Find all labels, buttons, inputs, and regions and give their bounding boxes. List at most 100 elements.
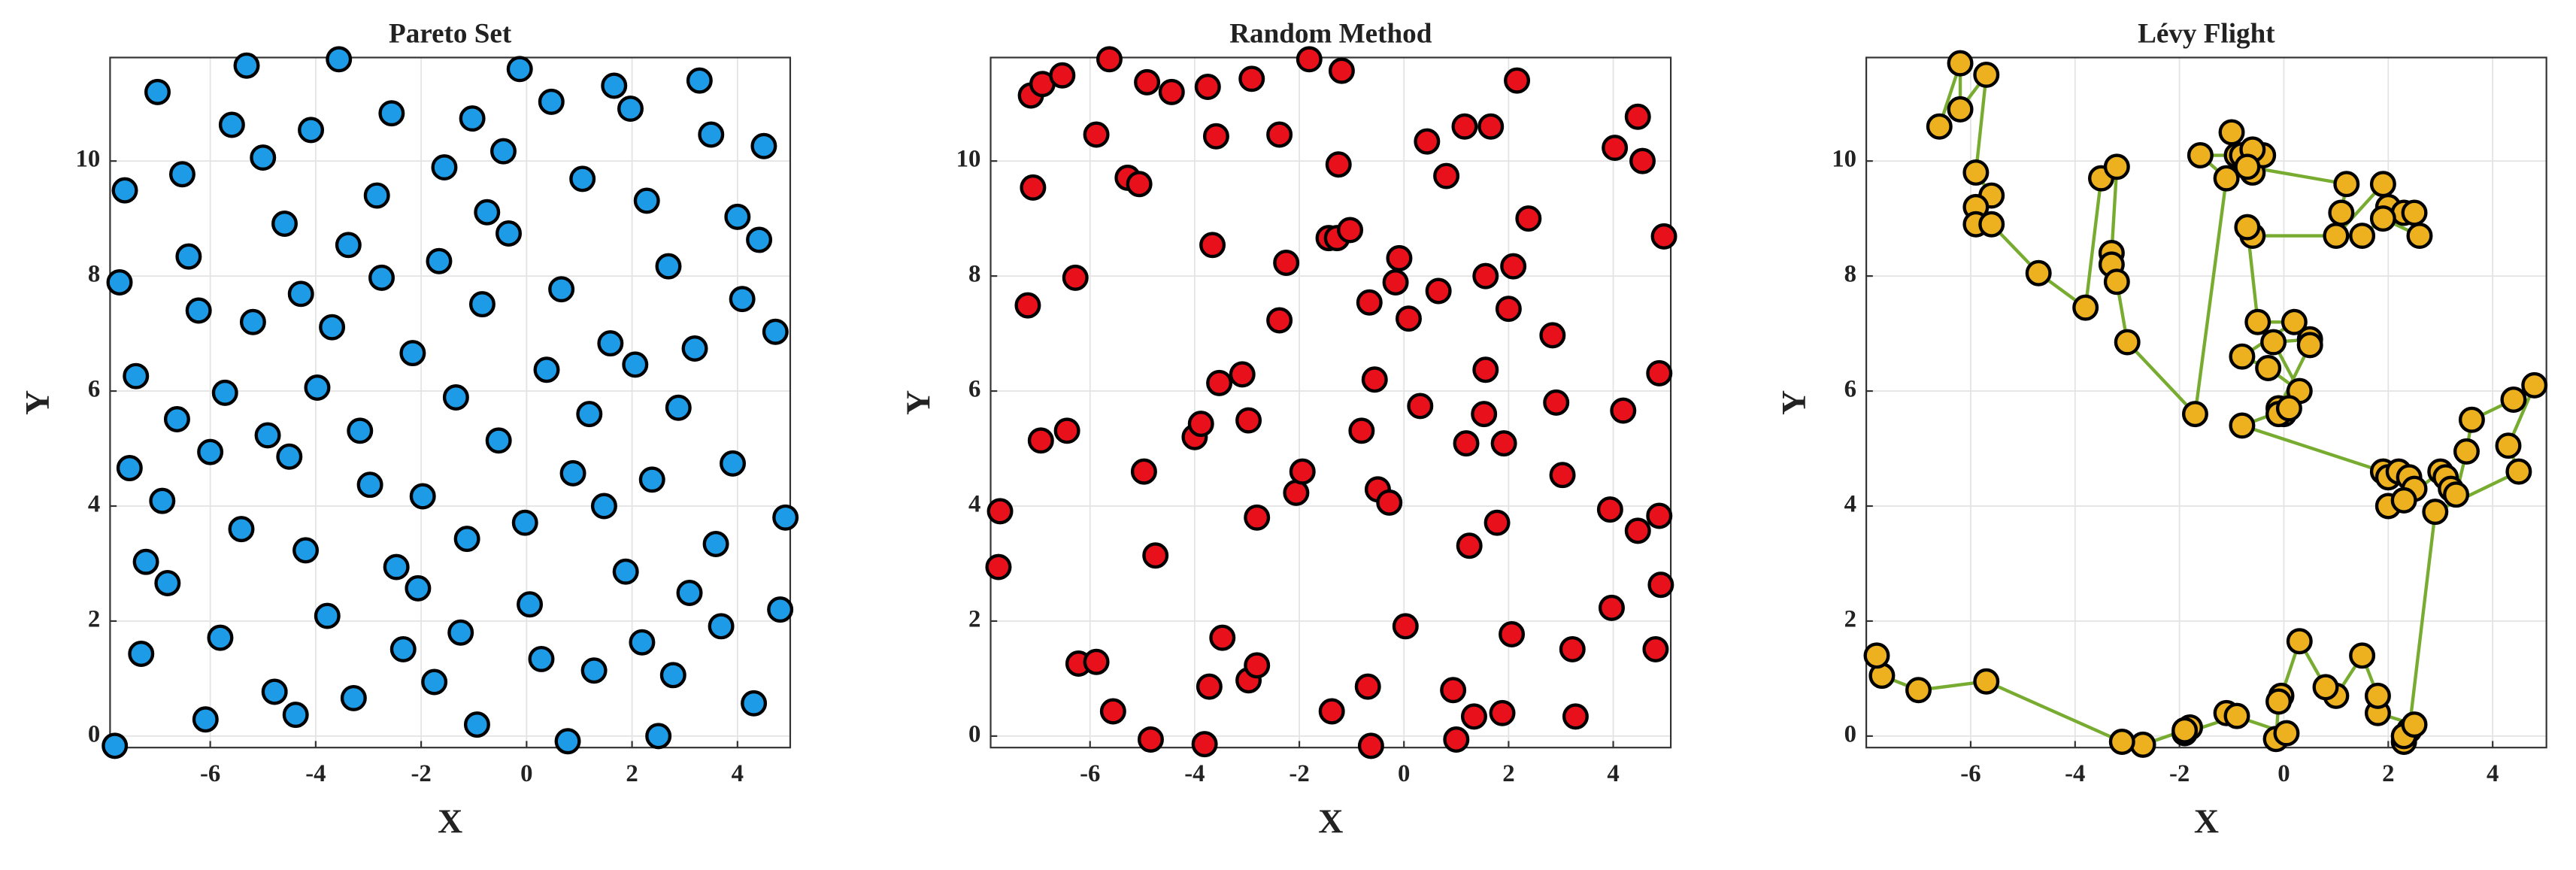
point [1539, 322, 1566, 349]
point [421, 668, 448, 696]
point [2265, 688, 2293, 715]
point [676, 579, 703, 606]
point [1646, 502, 1673, 529]
point [378, 100, 405, 127]
point [1947, 95, 1974, 123]
point [2273, 720, 2300, 747]
x-tick-label: 4 [2487, 760, 2499, 787]
point [659, 662, 686, 689]
point [1495, 296, 1522, 323]
point [298, 117, 325, 144]
x-tick-label: -6 [1080, 760, 1100, 787]
point [1318, 698, 1345, 725]
point [1504, 67, 1531, 94]
point [629, 629, 656, 656]
x-tick-label: 0 [2277, 760, 2290, 787]
point [2213, 165, 2240, 192]
point [1202, 123, 1229, 150]
point [431, 154, 458, 181]
y-tick-label: 6 [968, 376, 980, 403]
x-tick-label: 4 [1607, 760, 1619, 787]
point [1229, 361, 1256, 388]
point [314, 602, 341, 629]
point [1433, 162, 1460, 189]
point [1562, 703, 1589, 730]
point [1283, 479, 1310, 506]
y-tick-label: 0 [968, 720, 980, 747]
point [1543, 389, 1570, 416]
point [554, 728, 581, 755]
point [1083, 121, 1110, 148]
point [1027, 427, 1054, 454]
point [1610, 397, 1637, 424]
point [2255, 354, 2282, 381]
x-tick-label: 0 [520, 760, 532, 787]
point [1549, 462, 1576, 489]
x-tick-label: -4 [2065, 760, 2085, 787]
point [538, 88, 565, 115]
point [1650, 223, 1677, 250]
point [1978, 211, 2005, 238]
point [1453, 430, 1480, 457]
point [116, 455, 143, 482]
point [559, 459, 586, 487]
point [2458, 406, 2485, 433]
point [741, 690, 768, 717]
point [1014, 292, 1041, 319]
point [319, 314, 346, 341]
point [612, 558, 639, 585]
y-axis-label: Y [899, 390, 937, 415]
x-axis-label: X [1318, 802, 1343, 840]
point [698, 121, 725, 148]
point [1647, 571, 1674, 599]
point [239, 308, 266, 335]
point [1354, 673, 1381, 700]
point [2505, 458, 2532, 485]
point [772, 504, 799, 531]
point [576, 401, 603, 428]
point [1456, 532, 1483, 559]
point [686, 67, 713, 94]
y-tick-label: 2 [1844, 605, 1856, 632]
y-tick-label: 10 [1832, 146, 1856, 173]
point [197, 438, 224, 465]
point [250, 144, 277, 171]
point [1559, 635, 1586, 662]
point [1425, 277, 1452, 305]
point [1472, 356, 1499, 383]
point [442, 383, 469, 411]
point [276, 443, 303, 470]
x-axis-label: X [438, 802, 462, 840]
point [2495, 432, 2522, 459]
point [102, 732, 129, 759]
chart-title: Pareto Set [389, 19, 512, 50]
point [356, 471, 383, 499]
point [1646, 359, 1673, 386]
point [1414, 128, 1441, 155]
point [1973, 668, 2000, 695]
point [192, 706, 219, 733]
point [106, 269, 133, 296]
point [368, 264, 395, 291]
y-tick-label: 6 [88, 376, 100, 403]
point [2218, 119, 2245, 146]
y-tick-label: 6 [1844, 376, 1856, 403]
point [2406, 223, 2433, 250]
point [261, 678, 288, 705]
point [1440, 677, 1467, 704]
y-tick-label: 2 [88, 605, 100, 632]
point [1296, 46, 1323, 73]
point [2025, 259, 2052, 286]
point [2234, 214, 2261, 241]
point [729, 286, 756, 313]
point [1500, 253, 1527, 280]
point [2349, 642, 2376, 669]
point [1471, 401, 1498, 428]
point [1407, 393, 1434, 420]
point [292, 537, 320, 564]
point [149, 487, 176, 514]
point [1191, 731, 1218, 758]
y-tick-label: 0 [1844, 720, 1856, 747]
point [633, 187, 660, 214]
point [1244, 652, 1271, 679]
